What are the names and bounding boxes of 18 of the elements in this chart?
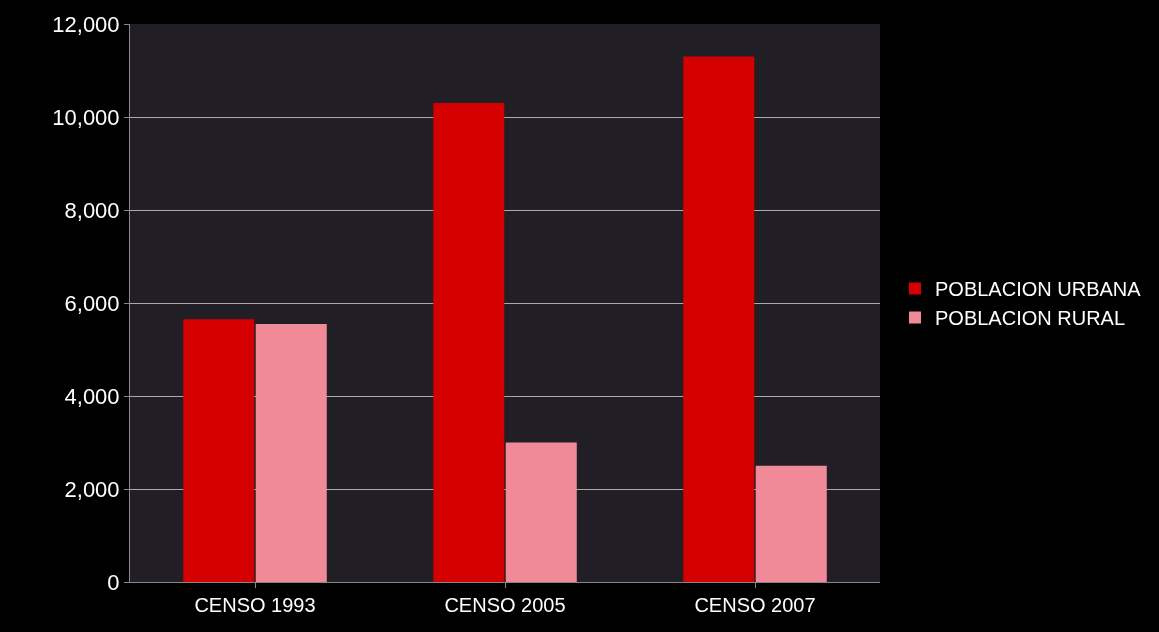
x-tick-label: CENSO 2007 [694,594,816,616]
legend-label: POBLACION RURAL [935,307,1126,330]
bar [183,319,255,582]
x-tick-label: CENSO 2005 [444,594,566,616]
bar [755,465,827,582]
y-tick-label: 2,000 [64,476,120,502]
x-tick-label: CENSO 1993 [194,594,316,616]
y-tick-label: 6,000 [64,290,120,316]
legend-label: POBLACION URBANA [935,278,1142,301]
y-tick-label: 4,000 [64,383,120,409]
y-tick-label: 0 [107,569,120,595]
bar [505,442,577,582]
bar [255,323,327,582]
bar [433,103,505,582]
y-tick-label: 12,000 [52,11,120,37]
y-tick-label: 8,000 [64,197,120,223]
y-tick-label: 10,000 [52,104,120,130]
bar [683,56,755,582]
